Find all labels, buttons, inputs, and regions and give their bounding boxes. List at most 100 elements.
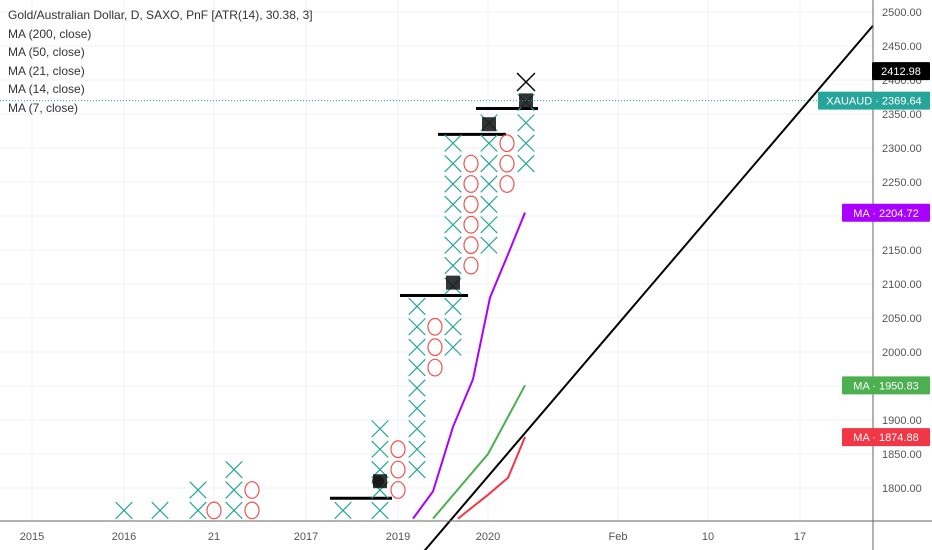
x-box (444, 216, 462, 234)
x-box (444, 318, 462, 336)
pending-x-box (516, 72, 536, 92)
ma-line (432, 384, 526, 520)
y-tick-label: 2100.00 (882, 279, 922, 291)
x-box (480, 154, 498, 173)
x-box (371, 501, 389, 520)
chart-legend: Gold/Australian Dollar, D, SAXO, PnF [AT… (8, 6, 313, 117)
x-tick-label: 2019 (386, 531, 410, 543)
o-box (427, 358, 443, 377)
x-box (334, 501, 352, 520)
x-box (408, 399, 426, 418)
y-tick-label: 2050.00 (882, 313, 922, 325)
x-box (444, 236, 462, 254)
o-box (463, 215, 479, 234)
o-box (206, 501, 222, 520)
ma-50-label[interactable]: MA (50, close) (8, 45, 85, 59)
y-tick-label: 2350.00 (882, 109, 922, 121)
price-tags: 2412.98 XAUAUD · 2369.64 MA · 2204.72 MA · … (818, 62, 930, 447)
y-tick-label: 1800.00 (882, 483, 922, 495)
x-box (517, 134, 535, 152)
price-tag-text: MA · 1874.88 (853, 432, 918, 444)
x-box (189, 481, 207, 499)
x-box (444, 195, 462, 214)
trendline[interactable] (420, 24, 874, 550)
x-box (444, 256, 462, 275)
o-box (463, 175, 479, 193)
ma-200-label[interactable]: MA (200, close) (8, 26, 92, 41)
x-box (371, 440, 389, 458)
price-tag-text: MA · 1950.83 (853, 380, 918, 392)
x-box (225, 481, 243, 499)
x-box (371, 420, 389, 438)
x-box (480, 236, 498, 254)
price-tag (842, 203, 930, 222)
x-box (408, 379, 426, 397)
price-tag (872, 62, 930, 81)
o-box (463, 154, 479, 173)
ma-line (457, 436, 526, 520)
o-box (463, 195, 479, 214)
price-tag-text: 2412.98 (881, 66, 921, 78)
square-marker (373, 474, 387, 489)
x-box (444, 154, 462, 173)
x-box (408, 420, 426, 438)
price-tag (842, 376, 930, 395)
x-tick-label: 10 (702, 531, 714, 543)
o-box (463, 236, 479, 255)
y-tick-label: 2450.00 (882, 41, 922, 53)
x-tick-label: Feb (609, 531, 628, 543)
level-lines (330, 107, 538, 500)
y-tick-label: 2250.00 (882, 177, 922, 189)
x-box (225, 460, 243, 479)
x-box (480, 216, 498, 234)
x-tick-label: 2017 (294, 531, 318, 543)
x-box (408, 297, 426, 316)
x-box (444, 338, 462, 356)
x-box (517, 114, 535, 132)
x-box (480, 175, 498, 193)
x-box (408, 338, 426, 356)
o-box (244, 501, 260, 520)
o-box (463, 256, 479, 275)
x-tick-label: 2020 (476, 531, 500, 543)
price-tag (818, 91, 930, 110)
o-box (390, 481, 406, 499)
price-tag-text: XAUAUD · 2369.64 (826, 96, 921, 108)
price-tag-text: MA · 2204.72 (853, 208, 918, 220)
x-box (408, 440, 426, 458)
o-box (244, 481, 260, 499)
x-box (408, 460, 426, 479)
y-tick-label: 2500.00 (882, 7, 922, 19)
y-tick-label: 2000.00 (882, 347, 922, 359)
o-box (390, 440, 406, 459)
x-box (408, 318, 426, 336)
o-box (390, 460, 406, 479)
x-box (151, 501, 169, 520)
x-box (480, 195, 498, 214)
moving-averages (412, 212, 526, 520)
square-marker (446, 275, 460, 290)
x-tick-label: 17 (794, 531, 806, 543)
y-tick-label: 2150.00 (882, 245, 922, 257)
x-box (444, 175, 462, 193)
ma-7-label[interactable]: MA (7, close) (8, 100, 79, 115)
o-box (499, 134, 515, 153)
x-tick-label: 2016 (112, 531, 136, 543)
square-marker (482, 117, 496, 132)
x-box (189, 501, 207, 520)
ma-21-label[interactable]: MA (21, close) (8, 63, 85, 78)
x-box (408, 358, 426, 377)
price-tag (842, 428, 930, 447)
x-box (225, 501, 243, 520)
o-box (499, 154, 515, 173)
x-box (115, 501, 133, 520)
ma-14-label[interactable]: MA (14, close) (8, 82, 85, 96)
symbol-title[interactable]: Gold/Australian Dollar, D, SAXO, PnF [AT… (8, 8, 313, 22)
x-box (517, 154, 535, 173)
grid (0, 0, 873, 521)
y-tick-label: 2300.00 (882, 143, 922, 155)
x-box (480, 134, 498, 152)
ma-line (412, 212, 526, 520)
